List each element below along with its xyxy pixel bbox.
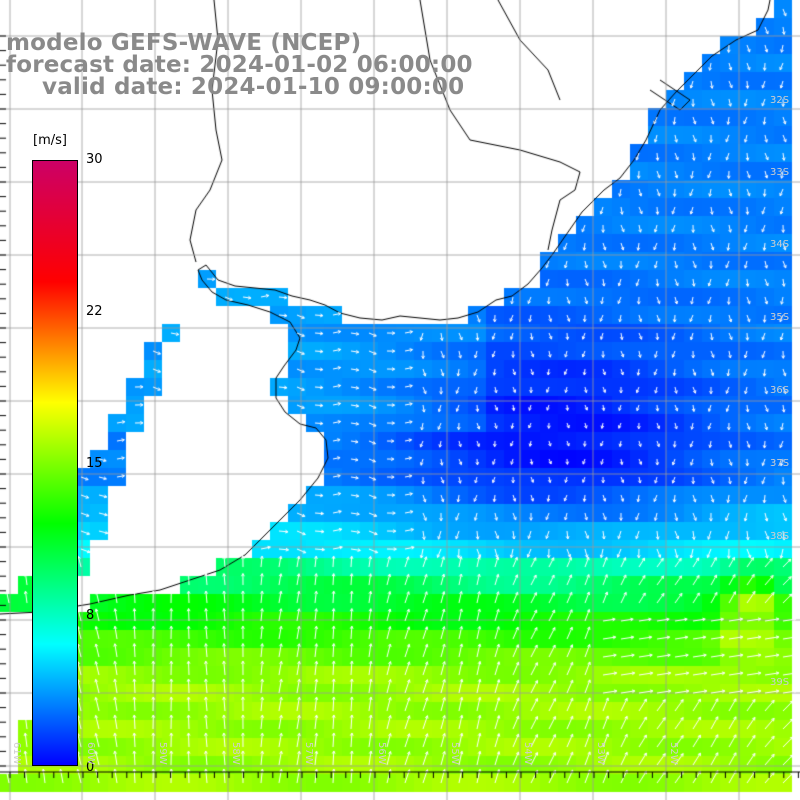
colorbar-tick-22: 22 — [86, 304, 103, 319]
lon-label-59w: 59W — [157, 742, 168, 765]
colorbar-tick-0: 0 — [86, 760, 95, 775]
lat-label-36s: 36S — [770, 385, 790, 396]
lon-label-57w: 57W — [303, 742, 314, 765]
lon-label-52w: 52W — [668, 742, 679, 765]
lon-label-60w: 60W — [85, 742, 96, 765]
model-title: modelo GEFS-WAVE (NCEP) — [6, 30, 362, 56]
colorbar-tick-15: 15 — [86, 456, 103, 471]
colorbar — [32, 160, 78, 766]
colorbar-unit: [m/s] — [33, 133, 67, 148]
valid-date: valid date: 2024-01-10 09:00:00 — [42, 74, 465, 100]
lon-label-55w: 55W — [449, 742, 460, 765]
lat-label-32s: 32S — [770, 95, 790, 106]
lon-label-56w: 56W — [376, 742, 387, 765]
lat-label-39s: 39S — [770, 677, 790, 688]
lon-label-58w: 58W — [230, 742, 241, 765]
lat-label-33s: 33S — [770, 167, 790, 178]
lon-label-61w: 61W — [11, 742, 22, 765]
lat-label-34s: 34S — [770, 239, 790, 250]
lon-label-53w: 53W — [595, 742, 606, 765]
colorbar-tick-8: 8 — [86, 608, 95, 623]
lat-label-37s: 37S — [770, 458, 790, 469]
lat-label-35s: 35S — [770, 312, 790, 323]
lon-label-54w: 54W — [522, 742, 533, 765]
colorbar-tick-30: 30 — [86, 152, 103, 167]
forecast-date: forecast date: 2024-01-02 06:00:00 — [6, 52, 473, 78]
lat-label-38s: 38S — [770, 531, 790, 542]
